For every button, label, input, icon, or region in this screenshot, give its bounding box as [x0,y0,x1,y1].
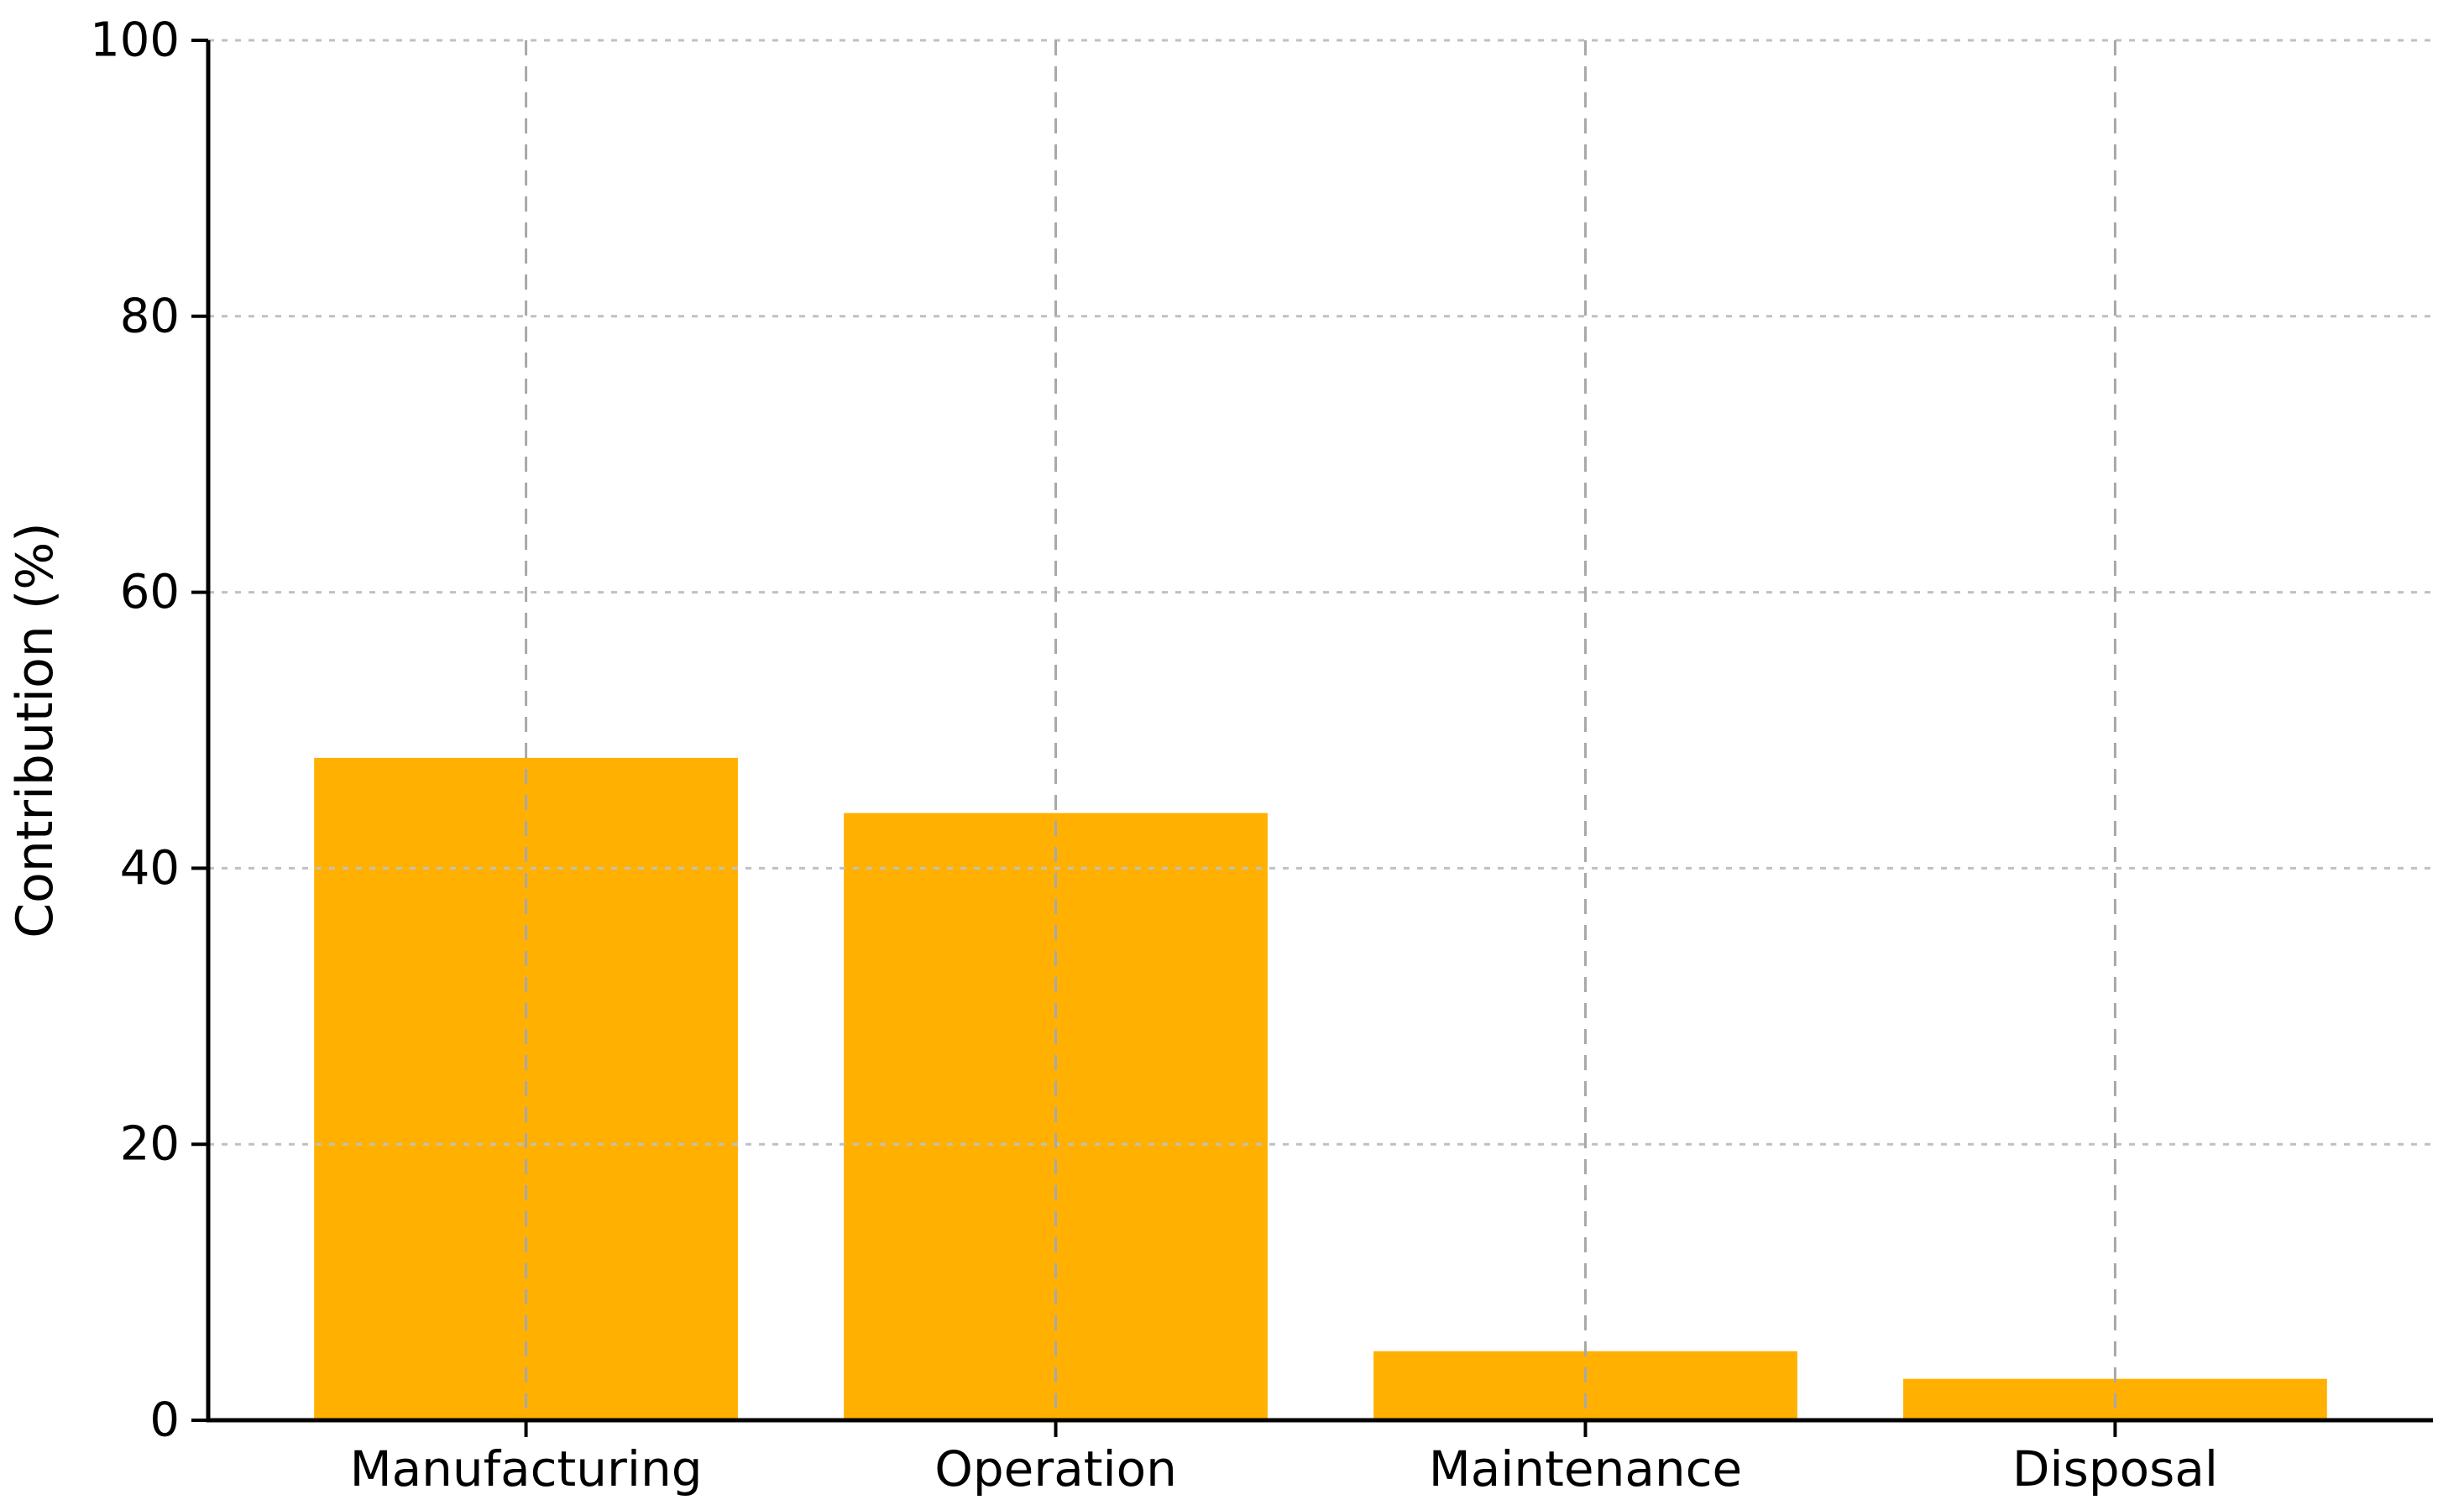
y-tick-label-20: 20 [120,1117,180,1172]
bar-maintenance [1373,1351,1797,1420]
y-tick-label-40: 40 [120,841,180,896]
y-tick-label-80: 80 [120,289,180,343]
y-tick-label-100: 100 [90,13,180,68]
y-tick-label-0: 0 [149,1393,180,1448]
y-tick-label-60: 60 [120,565,180,619]
y-axis-label: Contribution (%) [6,522,65,938]
x-category-label-maintenance: Maintenance [1429,1440,1743,1497]
x-category-label-disposal: Disposal [2012,1440,2218,1497]
x-category-label-operation: Operation [934,1440,1177,1497]
x-category-label-manufacturing: Manufacturing [350,1440,703,1497]
